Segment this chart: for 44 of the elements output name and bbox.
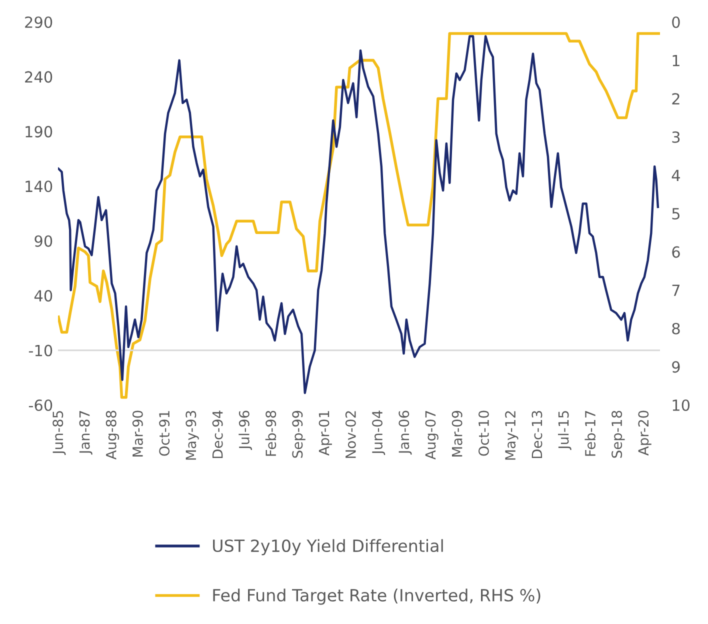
x-tick-label: Jun-85: [52, 411, 66, 455]
y-tick-label: -10: [28, 344, 52, 356]
x-tick-label: Sep-99: [292, 410, 306, 458]
y2-tick-label: 3: [672, 131, 680, 143]
y-tick-label: -60: [28, 399, 52, 412]
y2-tick-label: 9: [672, 361, 680, 373]
y2-tick-label: 7: [672, 284, 680, 296]
x-tick-label: Aug-07: [425, 411, 438, 460]
y-tick-label: 290: [25, 16, 52, 28]
x-tick-label: Mar-09: [452, 410, 462, 456]
y-tick-label: 190: [26, 126, 52, 138]
x-tick-label: Apr-01: [318, 411, 332, 456]
x-tick-label: Jul-15: [558, 411, 572, 450]
x-tick-label: Oct-91: [159, 411, 170, 456]
y2-tick-label: 2: [672, 93, 680, 104]
y2-tick-label: 0: [672, 16, 680, 28]
y2-tick-label: 1: [672, 54, 680, 66]
legend-label: Fed Fund Target Rate (Inverted, RHS %): [213, 588, 540, 605]
y-tick-label: 40: [34, 290, 52, 302]
y2-tick-label: 6: [672, 246, 680, 258]
y2-tick-label: 4: [672, 170, 680, 182]
x-tick-label: Jun-04: [372, 410, 386, 455]
x-tick-label: Dec-13: [532, 410, 542, 458]
y-tick-label: 140: [26, 180, 52, 192]
x-tick-label: Apr-20: [638, 410, 652, 456]
y-tick-label: 90: [34, 235, 52, 247]
x-tick-label: Jan-87: [79, 411, 92, 455]
y2-tick-label: 8: [672, 322, 680, 334]
x-tick-label: Feb-17: [584, 411, 596, 456]
y2-tick-label: 5: [672, 208, 680, 220]
y-tick-label: 240: [25, 71, 52, 83]
x-tick-label: Sep-18: [612, 410, 625, 458]
x-tick-label: May-93: [186, 410, 199, 460]
x-tick-label: Oct-10: [478, 410, 489, 456]
x-tick-label: Jul-96: [238, 410, 252, 450]
x-tick-label: Aug-88: [106, 410, 120, 460]
x-tick-label: Dec-94: [212, 410, 223, 458]
y2-tick-label: 10: [672, 399, 690, 412]
x-tick-label: May-12: [505, 411, 518, 460]
x-tick-label: Jan-06: [398, 410, 412, 455]
x-tick-label: Feb-98: [265, 410, 276, 456]
legend-label: UST 2y10y Yield Differential: [213, 539, 443, 556]
x-tick-label: Nov-02: [345, 411, 356, 458]
x-tick-label: Mar-90: [132, 410, 143, 456]
